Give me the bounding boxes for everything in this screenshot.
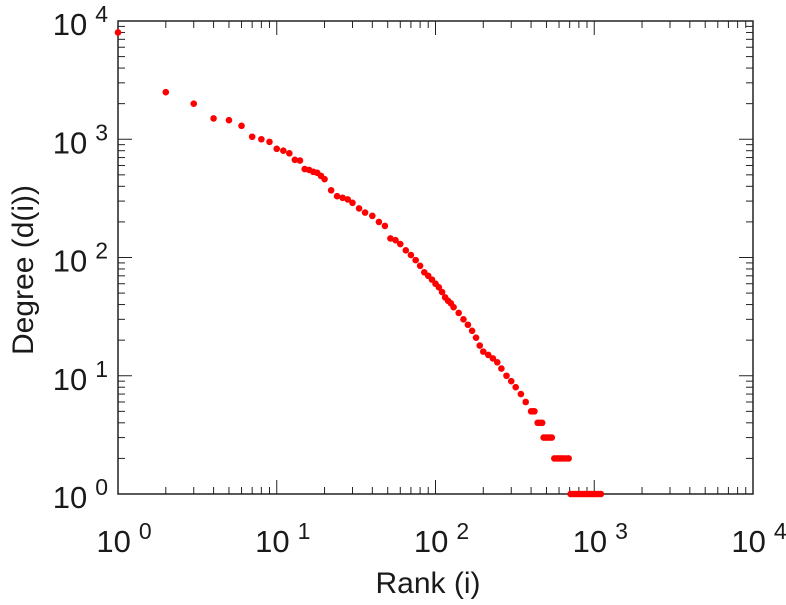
data-point <box>476 342 484 349</box>
data-point <box>355 205 363 212</box>
data-point <box>484 351 492 359</box>
x-tick-label: 10 4 <box>731 518 786 559</box>
data-point <box>333 192 341 200</box>
plot-frame <box>117 20 754 495</box>
data-point <box>369 212 376 220</box>
data-point <box>225 116 233 124</box>
data-point <box>291 156 299 164</box>
data-point <box>361 209 369 216</box>
y-tick-label: 10 2 <box>53 238 108 279</box>
data-point <box>238 122 245 130</box>
x-axis-label: Rank (i) <box>375 567 480 600</box>
data-point <box>402 247 410 254</box>
y-tick-label: 10 4 <box>53 1 108 42</box>
data-point <box>531 408 538 415</box>
y-tick-label: 10 0 <box>53 474 108 515</box>
data-point <box>489 355 497 362</box>
data-point <box>210 115 217 122</box>
data-point <box>407 251 415 259</box>
x-tick-labels: 10 0 10 1 10 2 10 3 10 4 <box>96 518 786 559</box>
data-point <box>258 135 265 143</box>
data-point <box>455 309 462 317</box>
x-tick-label: 10 3 <box>573 518 628 559</box>
data-point <box>522 398 530 406</box>
data-point <box>327 187 335 194</box>
data-point <box>162 88 170 96</box>
axes-layer <box>117 20 754 495</box>
data-point <box>280 147 287 155</box>
data-point <box>517 390 525 398</box>
data-point <box>498 365 505 372</box>
data-point <box>538 419 546 427</box>
data-point <box>248 133 256 141</box>
data-point <box>565 455 572 462</box>
data-point <box>296 157 304 164</box>
x-tick-label: 10 1 <box>255 518 310 559</box>
data-point <box>512 383 519 391</box>
data-point <box>493 358 501 366</box>
data-point <box>321 175 328 183</box>
points-layer <box>114 29 605 498</box>
data-point <box>438 288 446 296</box>
data-point <box>435 283 443 291</box>
data-point <box>464 321 472 329</box>
data-point <box>597 490 605 498</box>
data-point <box>273 145 281 153</box>
data-point <box>479 348 487 355</box>
data-point <box>472 334 480 341</box>
data-point <box>344 196 352 203</box>
y-tick-label: 10 3 <box>53 119 108 160</box>
data-point <box>349 199 356 207</box>
data-point <box>114 29 122 36</box>
data-point <box>507 377 515 385</box>
data-point <box>503 372 510 380</box>
data-point <box>381 222 389 230</box>
y-tick-label: 10 1 <box>53 356 108 397</box>
data-point <box>375 218 383 226</box>
data-point <box>266 138 273 146</box>
data-point <box>190 100 198 107</box>
data-point <box>396 240 404 248</box>
data-point <box>450 303 457 311</box>
data-point <box>387 235 394 242</box>
data-point <box>548 434 556 441</box>
data-point <box>416 262 424 270</box>
data-point <box>460 316 467 323</box>
data-point <box>468 327 476 335</box>
x-tick-label: 10 0 <box>96 518 151 559</box>
x-tick-label: 10 2 <box>414 518 469 559</box>
data-point <box>339 194 346 202</box>
data-point <box>412 256 419 264</box>
data-point <box>392 236 399 244</box>
data-point <box>286 150 293 157</box>
y-axis-label: Degree (d(i)) <box>7 185 40 355</box>
